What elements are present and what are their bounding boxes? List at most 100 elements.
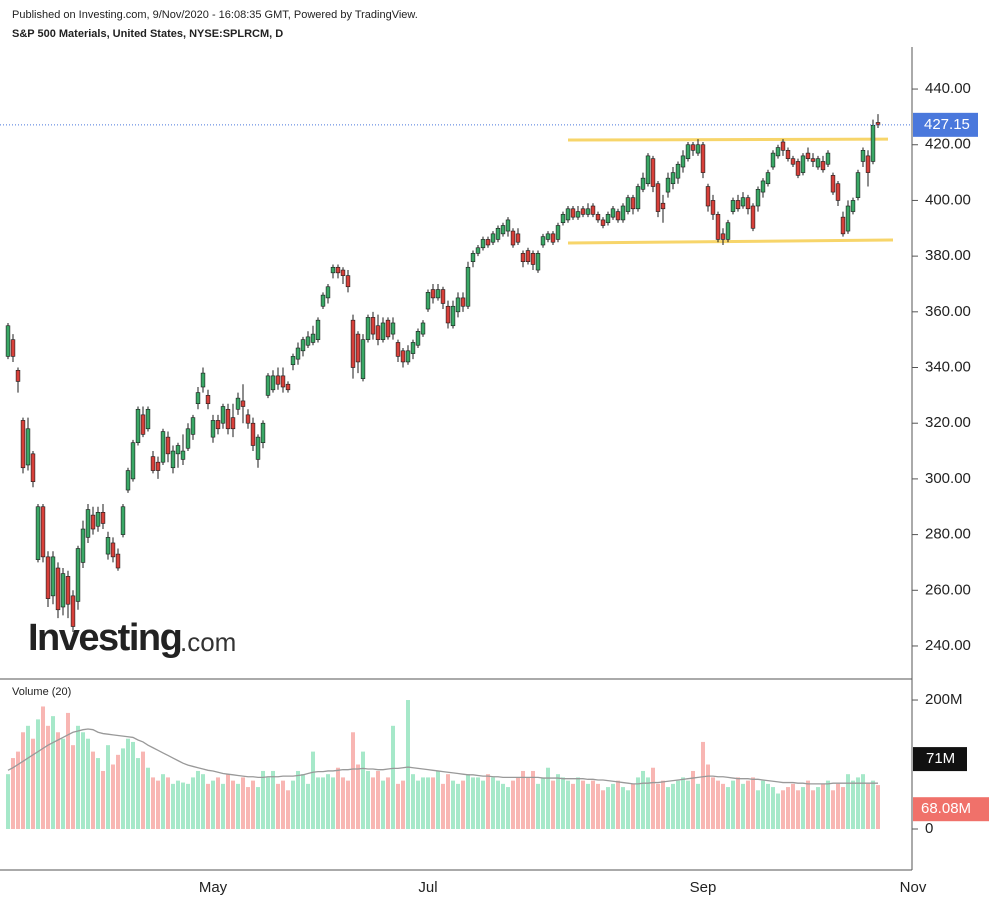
volume-bar bbox=[296, 770, 300, 829]
volume-bar bbox=[521, 770, 525, 829]
volume-bar bbox=[596, 783, 600, 829]
last-price-box bbox=[913, 112, 978, 137]
volume-bar bbox=[16, 751, 20, 829]
candle-body bbox=[275, 375, 281, 385]
volume-bar bbox=[336, 767, 340, 829]
candle-body bbox=[555, 225, 561, 240]
candle-body bbox=[805, 152, 811, 159]
volume-bar bbox=[101, 770, 105, 829]
candle-body bbox=[25, 428, 31, 466]
volume-bar bbox=[146, 767, 150, 829]
candle-body bbox=[635, 186, 641, 210]
volume-bar bbox=[206, 783, 210, 829]
volume-bar bbox=[841, 787, 845, 829]
logo-brand: Investing bbox=[28, 617, 181, 659]
volume-bar bbox=[241, 777, 245, 829]
candle-body bbox=[10, 339, 16, 357]
candle-body bbox=[650, 158, 656, 187]
volume-bar bbox=[61, 738, 65, 829]
volume-bar bbox=[786, 787, 790, 829]
candle-body bbox=[815, 158, 821, 168]
candle-body bbox=[570, 208, 576, 218]
x-tick-label: Sep bbox=[690, 879, 717, 896]
candle-body bbox=[725, 222, 731, 240]
y-tick-label: 400.00 bbox=[925, 191, 971, 208]
candle-body bbox=[585, 208, 591, 215]
candle-body bbox=[355, 333, 361, 363]
candle-body bbox=[865, 155, 871, 173]
candle-body bbox=[840, 216, 846, 235]
volume-bar bbox=[81, 732, 85, 829]
volume-bar bbox=[491, 777, 495, 829]
candle-body bbox=[270, 375, 276, 391]
candle-body bbox=[155, 461, 161, 471]
candle-body bbox=[400, 350, 406, 363]
candle-body bbox=[705, 186, 711, 207]
volume-bar bbox=[501, 783, 505, 829]
candle-body bbox=[300, 339, 306, 352]
volume-bar bbox=[661, 780, 665, 829]
volume-bar bbox=[871, 780, 875, 829]
candle-body bbox=[60, 573, 66, 608]
volume-bar bbox=[621, 787, 625, 829]
candle-body bbox=[170, 450, 176, 469]
volume-bar bbox=[76, 725, 80, 829]
volume-bar bbox=[416, 780, 420, 829]
candle-body bbox=[830, 175, 836, 193]
volume-bar bbox=[626, 790, 630, 829]
volume-bar bbox=[226, 774, 230, 829]
volume-bar bbox=[131, 741, 135, 829]
volume-label-box bbox=[913, 797, 989, 822]
candle-body bbox=[85, 509, 91, 538]
volume-bar bbox=[706, 764, 710, 829]
candle-body bbox=[770, 152, 776, 168]
x-tick-label: May bbox=[199, 879, 228, 896]
volume-label: 68.08M bbox=[921, 800, 971, 817]
volume-bar bbox=[56, 732, 60, 829]
candle-body bbox=[345, 275, 351, 288]
volume-bar bbox=[421, 777, 425, 829]
volume-bar bbox=[31, 738, 35, 829]
volume-bar bbox=[776, 793, 780, 829]
candle-body bbox=[420, 322, 426, 335]
volume-bar bbox=[216, 777, 220, 829]
candle-body bbox=[145, 408, 151, 430]
candle-body bbox=[325, 286, 331, 299]
candle-body bbox=[120, 506, 126, 535]
volume-bar bbox=[176, 780, 180, 829]
volume-bar bbox=[211, 780, 215, 829]
volume-bar bbox=[666, 787, 670, 829]
candle-body bbox=[655, 183, 661, 212]
volume-bar bbox=[766, 783, 770, 829]
candle-body bbox=[610, 208, 616, 218]
volume-bar bbox=[281, 780, 285, 829]
candle-body bbox=[390, 322, 396, 335]
volume-bar bbox=[826, 780, 830, 829]
candle-body bbox=[445, 305, 451, 324]
candle-body bbox=[675, 163, 681, 179]
volume-bar bbox=[801, 787, 805, 829]
volume-bar bbox=[116, 754, 120, 829]
volume-bar bbox=[876, 785, 880, 829]
volume-bar bbox=[671, 783, 675, 829]
candle-body bbox=[595, 214, 601, 221]
candle-body bbox=[540, 236, 546, 246]
volume-bar bbox=[356, 764, 360, 829]
candle-body bbox=[575, 211, 581, 218]
candle-body bbox=[370, 317, 376, 335]
candle-body bbox=[310, 333, 316, 343]
volume-bar bbox=[276, 783, 280, 829]
volume-bar bbox=[266, 777, 270, 829]
candle-body bbox=[235, 397, 241, 410]
volume-bar bbox=[166, 777, 170, 829]
volume-bar bbox=[591, 780, 595, 829]
candle-body bbox=[715, 214, 721, 240]
candle-body bbox=[740, 197, 746, 207]
volume-bar bbox=[641, 770, 645, 829]
volume-bar bbox=[446, 774, 450, 829]
volume-bar bbox=[746, 780, 750, 829]
candle-body bbox=[350, 319, 356, 368]
volume-bar bbox=[181, 782, 185, 829]
candle-body bbox=[385, 319, 391, 338]
trendline bbox=[567, 137, 889, 142]
